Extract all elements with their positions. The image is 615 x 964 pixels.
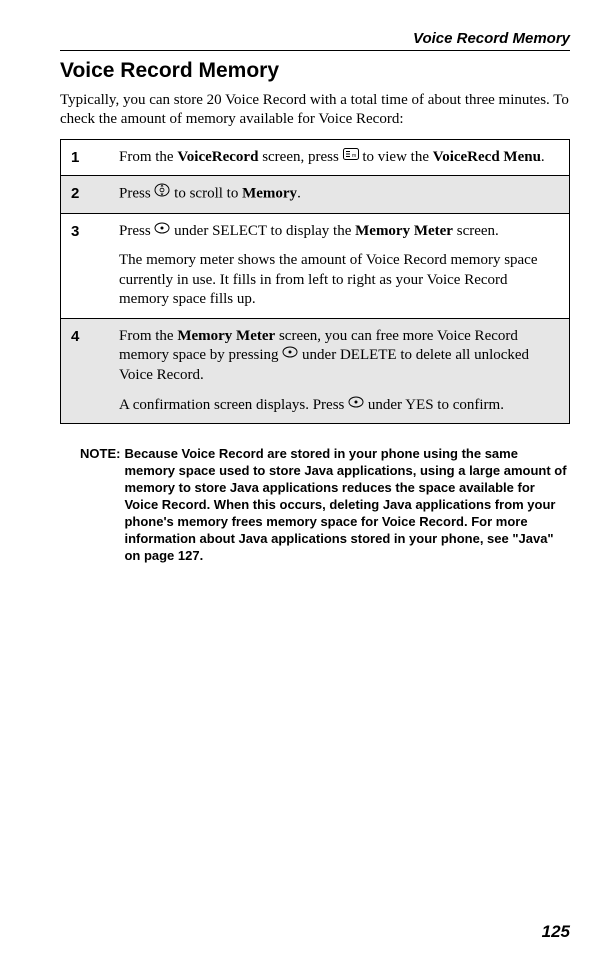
step-number: 1 [61, 139, 110, 176]
step-body: From the VoiceRecord screen, press m to … [109, 139, 570, 176]
steps-table: 1 From the VoiceRecord screen, press m t… [60, 139, 570, 425]
table-row: 2 Press to scroll to Memory. [61, 176, 570, 214]
page-number: 125 [542, 922, 570, 942]
note-label: NOTE: [80, 446, 124, 564]
table-row: 4 From the Memory Meter screen, you can … [61, 318, 570, 423]
text: The memory meter shows the amount of Voi… [119, 252, 538, 307]
running-head: Voice Record Memory [60, 30, 570, 51]
text: Press [119, 186, 154, 202]
step-body: Press to scroll to Memory. [109, 176, 570, 214]
svg-text:m: m [352, 153, 356, 159]
text: to view the [359, 149, 433, 165]
step-number: 4 [61, 318, 110, 423]
step-number: 2 [61, 176, 110, 214]
text: under SELECT to display the [170, 223, 355, 239]
text: From the [119, 328, 177, 344]
text: screen. [453, 223, 499, 239]
section-title: Voice Record Memory [60, 59, 570, 83]
step-body: From the Memory Meter screen, you can fr… [109, 318, 570, 423]
bold-text: VoiceRecord [177, 149, 258, 165]
menu-key-icon: m [343, 147, 359, 167]
bold-text: Memory Meter [355, 223, 453, 239]
soft-key-icon [154, 221, 170, 241]
step-number: 3 [61, 213, 110, 318]
text: screen, press [258, 149, 342, 165]
text: Press [119, 223, 154, 239]
note-block: NOTE: Because Voice Record are stored in… [60, 446, 570, 564]
step-body: Press under SELECT to display the Memory… [109, 213, 570, 318]
bold-text: Memory Meter [177, 328, 275, 344]
bold-text: VoiceRecd Menu [433, 149, 541, 165]
nav-key-icon [154, 183, 170, 204]
intro-paragraph: Typically, you can store 20 Voice Record… [60, 91, 570, 129]
soft-key-icon [348, 395, 364, 415]
text: . [541, 149, 545, 165]
text: A confirmation screen displays. Press [119, 397, 348, 413]
text: . [297, 186, 301, 202]
note-text: Because Voice Record are stored in your … [124, 446, 570, 564]
text: From the [119, 149, 177, 165]
bold-text: Memory [242, 186, 297, 202]
soft-key-icon [282, 345, 298, 365]
text: to scroll to [170, 186, 242, 202]
table-row: 3 Press under SELECT to display the Memo… [61, 213, 570, 318]
text: under YES to confirm. [364, 397, 504, 413]
table-row: 1 From the VoiceRecord screen, press m t… [61, 139, 570, 176]
